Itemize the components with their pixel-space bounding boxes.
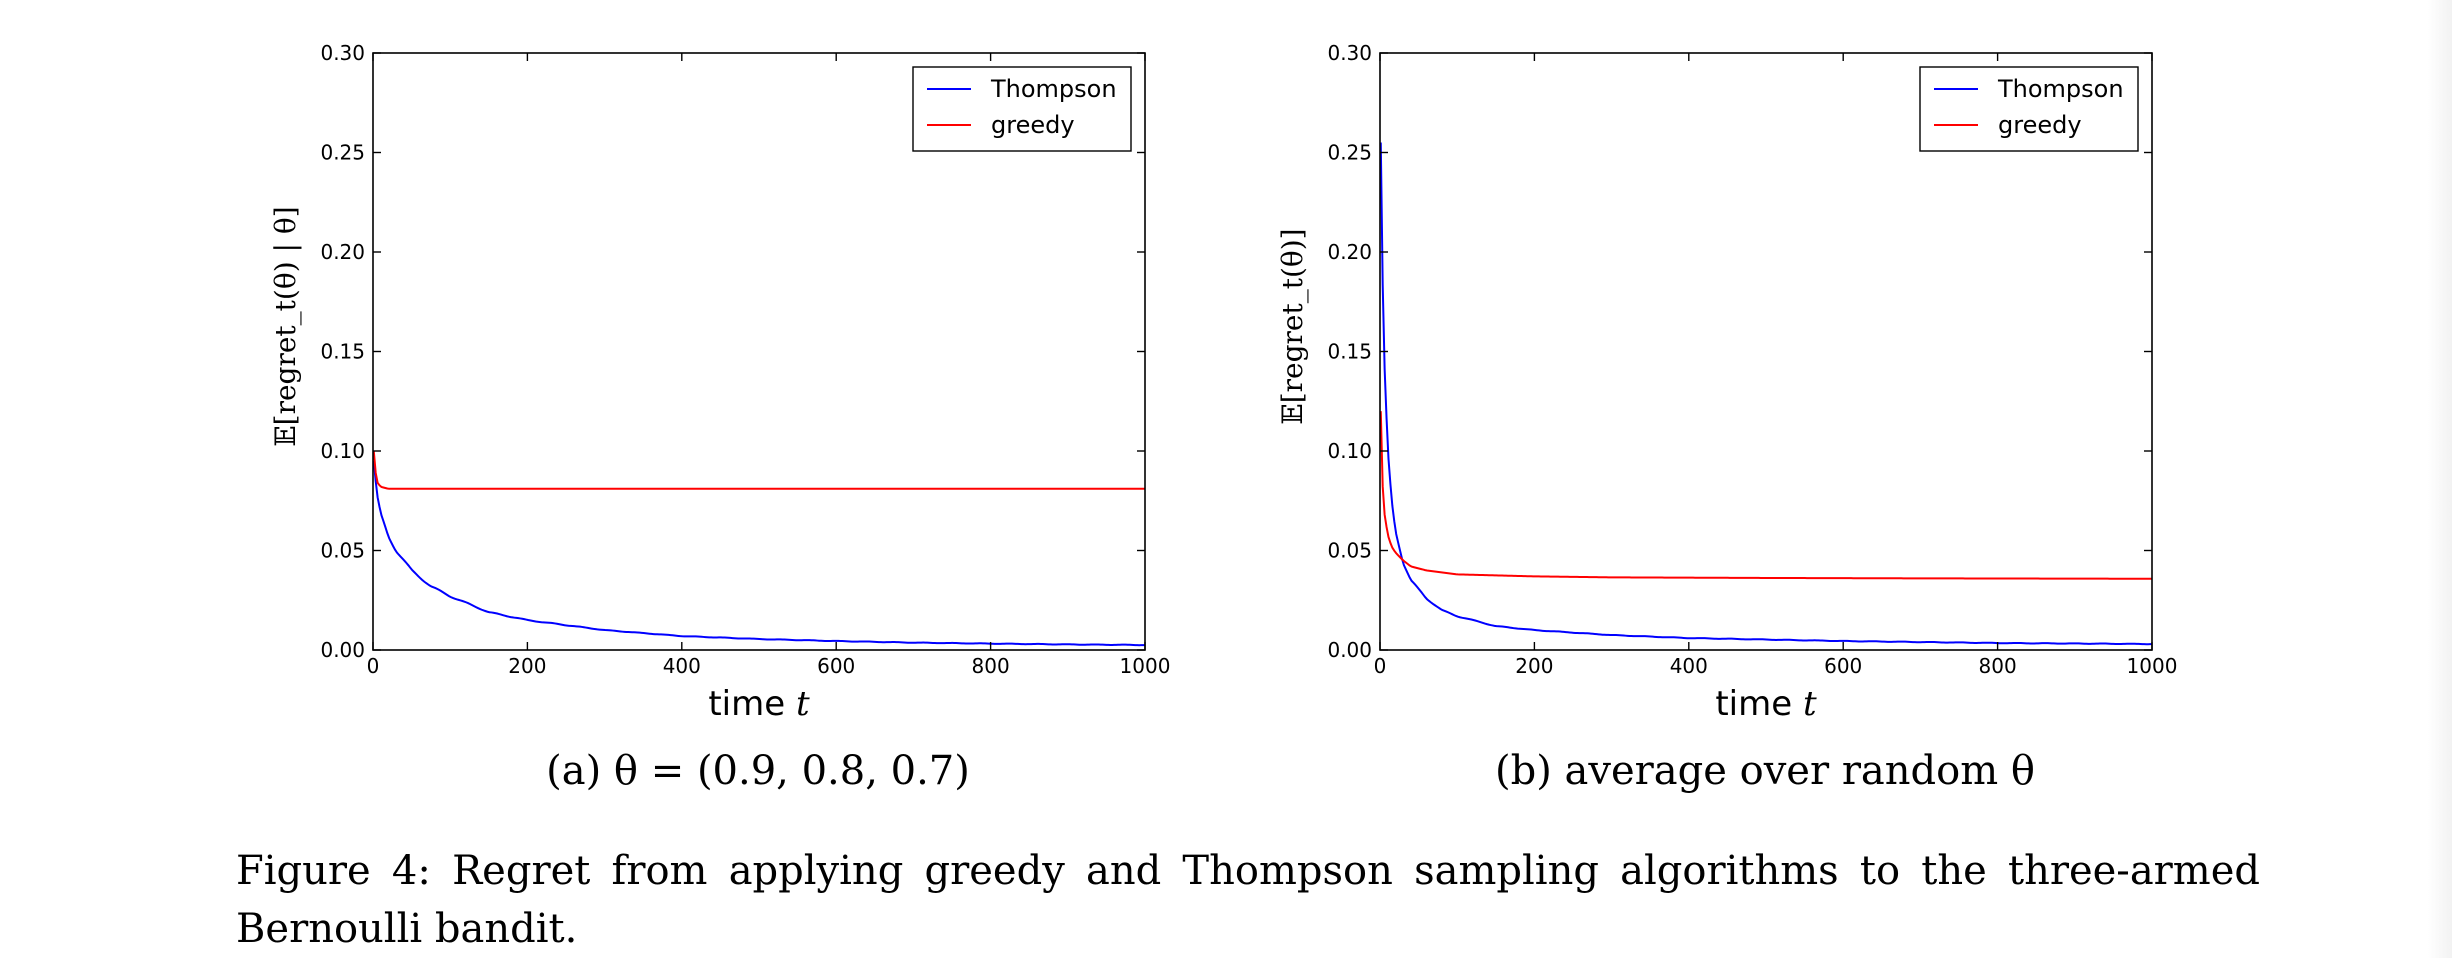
x-tick-label: 600 <box>1824 654 1862 678</box>
series-line-thompson <box>373 460 1145 647</box>
y-tick-label: 0.25 <box>320 141 365 165</box>
x-tick-label: 600 <box>817 654 855 678</box>
figure-caption: Figure 4: Regret from applying greedy an… <box>236 848 2260 952</box>
subcaption-b: (b) average over random θ <box>1495 748 2035 794</box>
y-tick-label: 0.20 <box>320 240 365 264</box>
chart-panel-a: 0 200 400 600 800 1000 0.00 0.05 0.10 0.15 0.20 0.2… <box>269 41 1170 724</box>
y-tick-label: 0.05 <box>1327 539 1372 563</box>
x-tick-label: 200 <box>1515 654 1553 678</box>
y-tick-label: 0.10 <box>1327 439 1372 463</box>
x-tick-label: 400 <box>1670 654 1708 678</box>
x-axis-label-word: time <box>1715 684 1803 724</box>
y-tick-label: 0.15 <box>320 340 365 364</box>
y-axis-label: 𝔼[regret_t(θ)] <box>1276 228 1309 424</box>
x-tick-label: 800 <box>972 654 1010 678</box>
x-axis-label-word: time <box>708 684 796 724</box>
legend-box <box>912 66 1132 152</box>
legend: Thompson greedy <box>912 66 1132 152</box>
x-tick-label: 1000 <box>2127 654 2178 678</box>
y-tick-label: 0.30 <box>320 41 365 65</box>
x-tick-label: 800 <box>1979 654 2017 678</box>
x-tick-label: 0 <box>367 654 380 678</box>
page-edge-shade <box>2428 0 2452 958</box>
y-tick-label: 0.25 <box>1327 141 1372 165</box>
x-axis-label-var: t <box>1803 684 1817 724</box>
legend-box <box>1919 66 2139 152</box>
legend-label-greedy: greedy <box>1998 111 2082 139</box>
y-tick-label: 0.05 <box>320 539 365 563</box>
legend-label-thompson: Thompson <box>990 75 1117 103</box>
legend-label-greedy: greedy <box>991 111 1075 139</box>
x-tick-label: 0 <box>1374 654 1387 678</box>
x-axis-label: time t <box>708 684 810 724</box>
series-line-thompson <box>1380 142 2152 646</box>
x-tick-label: 1000 <box>1120 654 1171 678</box>
y-tick-label: 0.30 <box>1327 41 1372 65</box>
series-line-greedy <box>373 450 1145 490</box>
y-tick-label: 0.00 <box>320 638 365 662</box>
y-tick-label: 0.00 <box>1327 638 1372 662</box>
chart-panel-b: 0 200 400 600 800 1000 0.00 0.05 0.10 0.15 0.20 0.2… <box>1276 41 2177 724</box>
x-tick-label: 200 <box>508 654 546 678</box>
x-axis-label-var: t <box>796 684 810 724</box>
y-tick-label: 0.20 <box>1327 240 1372 264</box>
x-tick-label: 400 <box>663 654 701 678</box>
y-tick-label: 0.10 <box>320 439 365 463</box>
legend-label-thompson: Thompson <box>1997 75 2124 103</box>
legend: Thompson greedy <box>1919 66 2139 152</box>
y-tick-label: 0.15 <box>1327 340 1372 364</box>
subcaption-a: (a) θ = (0.9, 0.8, 0.7) <box>546 748 970 794</box>
series-line-greedy <box>1380 411 2152 580</box>
y-axis-label: 𝔼[regret_t(θ) | θ] <box>269 206 302 446</box>
x-axis-label: time t <box>1715 684 1817 724</box>
